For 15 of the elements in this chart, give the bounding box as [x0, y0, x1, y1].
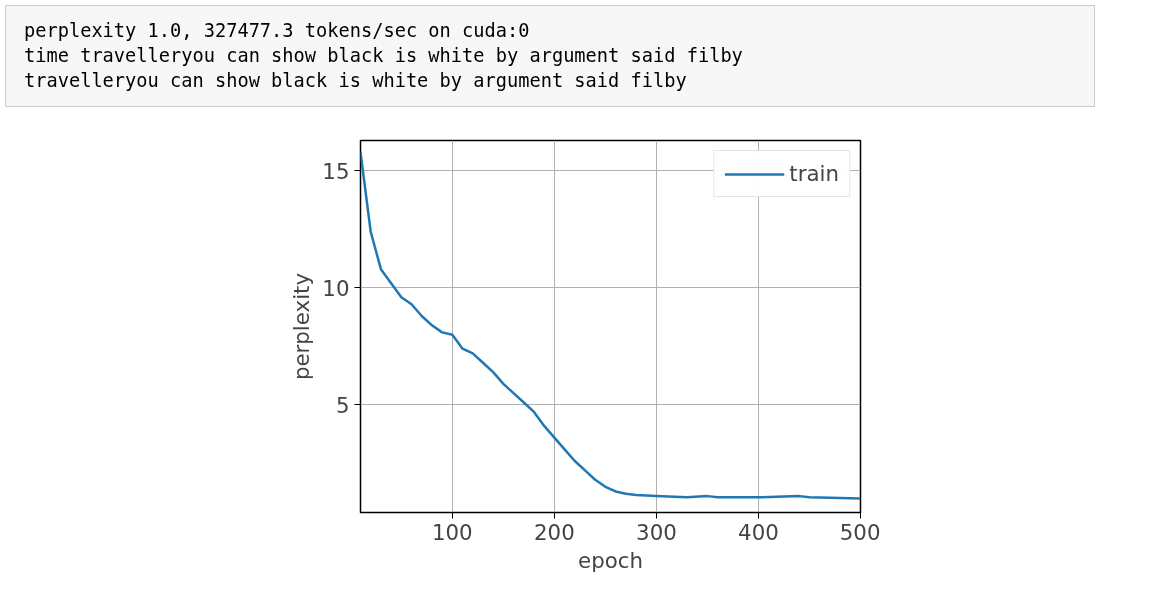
line-series [360, 150, 861, 500]
y-axis-title: perplexity [289, 272, 315, 381]
x-tick-label: 100 [431, 519, 473, 545]
text: perplexity 1.0, 327477.3 tokens/sec on cuda:0 [24, 20, 530, 41]
x-tick-label: 300 [636, 519, 677, 545]
y-tick-label: 10 [322, 275, 350, 301]
x-tick-label: 500 [839, 519, 881, 545]
y-tick-label: 5 [335, 392, 350, 418]
x-tick-label: 200 [534, 519, 575, 545]
x-tick-label: 400 [738, 519, 779, 545]
text: time travelleryou can show black is white by argument said filby [24, 45, 743, 67]
y-tick-label: 15 [322, 158, 350, 184]
legend-label: train [789, 161, 839, 186]
x-axis-title: epoch [578, 547, 643, 573]
text: travelleryou can show black is white by argument said filby [24, 70, 687, 92]
